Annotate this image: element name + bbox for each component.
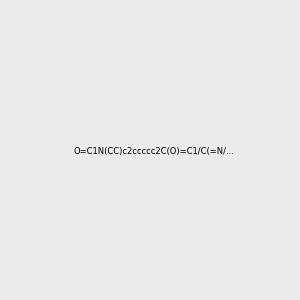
Text: O=C1N(CC)c2ccccc2C(O)=C1/C(=N/...: O=C1N(CC)c2ccccc2C(O)=C1/C(=N/... xyxy=(73,147,234,156)
